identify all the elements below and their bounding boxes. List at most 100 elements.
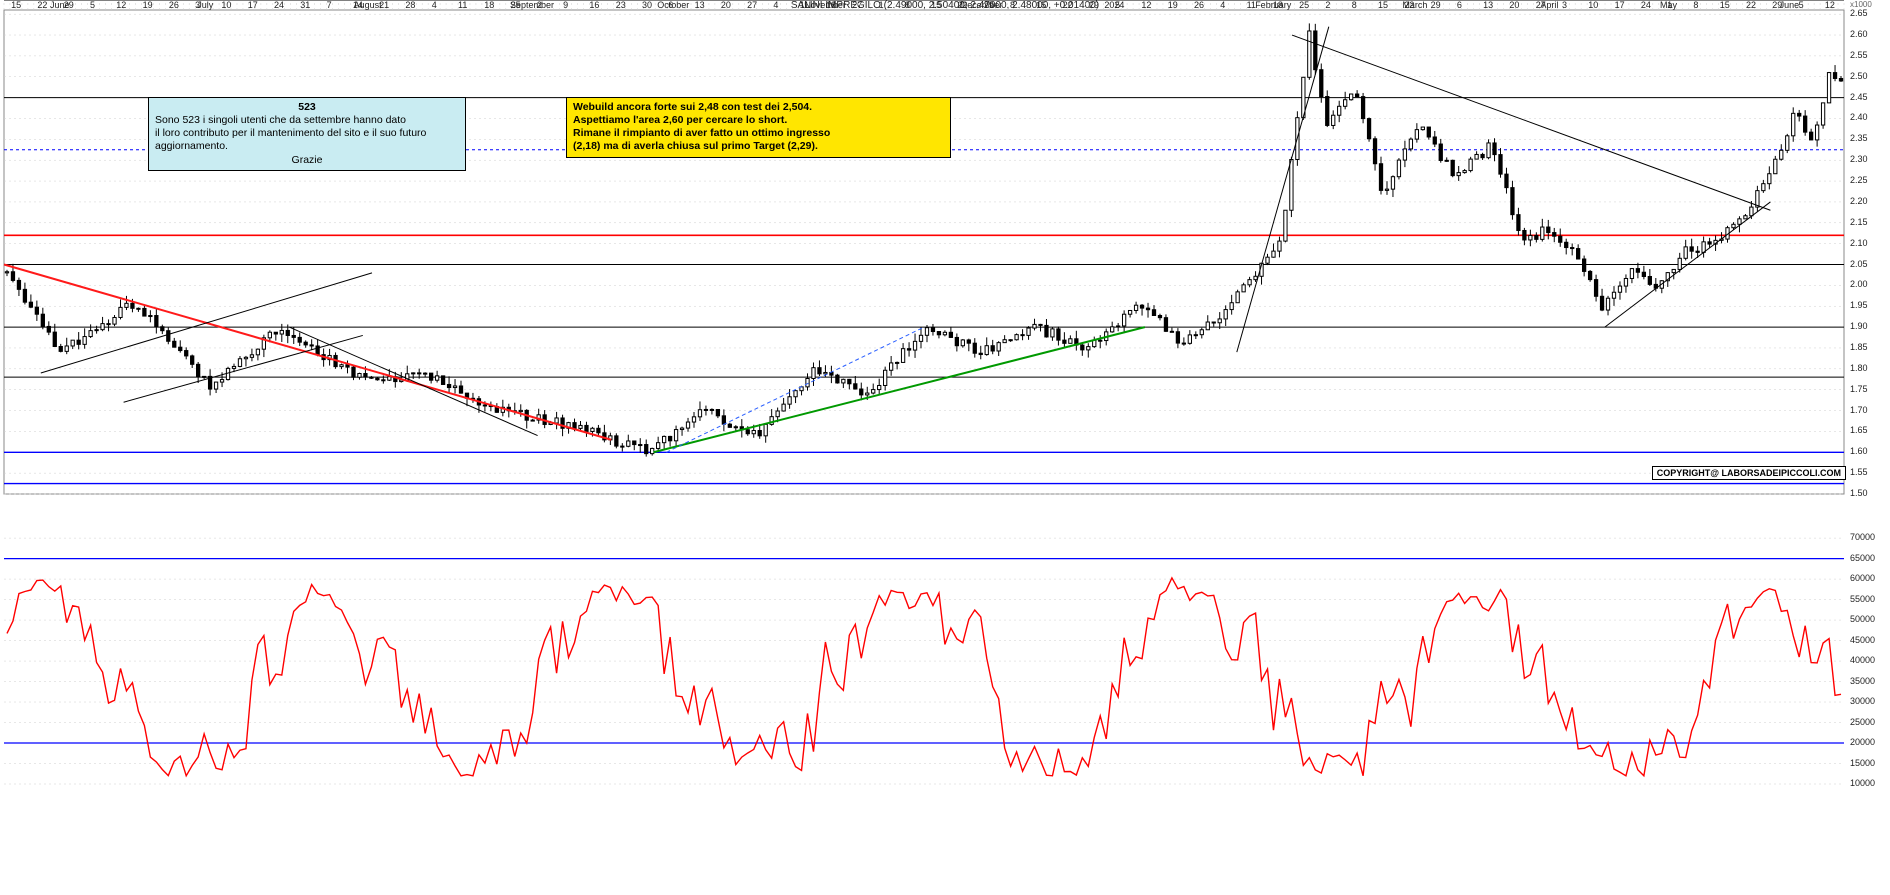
osc-tick: 60000 <box>1850 573 1875 583</box>
month-label: December <box>961 0 1003 10</box>
month-label: June <box>50 0 70 10</box>
price-tick: 1.55 <box>1850 467 1868 477</box>
price-tick: 1.85 <box>1850 342 1868 352</box>
day-tick: 15 <box>11 0 21 10</box>
month-label: September <box>510 0 554 10</box>
day-tick: 1 <box>879 0 884 10</box>
price-tick: 1.95 <box>1850 300 1868 310</box>
day-tick: 5 <box>90 0 95 10</box>
day-tick: 25 <box>1299 0 1309 10</box>
price-tick: 2.65 <box>1850 8 1868 18</box>
osc-tick: 45000 <box>1850 635 1875 645</box>
day-tick: 26 <box>169 0 179 10</box>
month-label: July <box>197 0 213 10</box>
price-tick: 1.80 <box>1850 363 1868 373</box>
osc-tick: 15000 <box>1850 758 1875 768</box>
day-tick: 3 <box>1562 0 1567 10</box>
price-tick: 1.90 <box>1850 321 1868 331</box>
price-tick: 1.50 <box>1850 488 1868 498</box>
month-label: October <box>657 0 689 10</box>
month-label: November <box>804 0 846 10</box>
day-tick: 9 <box>563 0 568 10</box>
price-tick: 2.45 <box>1850 92 1868 102</box>
copyright-label: COPYRIGHT@ LABORSADEIPICCOLI.COM <box>1652 466 1846 480</box>
day-tick: 15 <box>931 0 941 10</box>
day-tick: 4 <box>432 0 437 10</box>
day-tick: 28 <box>405 0 415 10</box>
day-tick: 23 <box>616 0 626 10</box>
day-tick: 6 <box>1457 0 1462 10</box>
price-tick: 1.60 <box>1850 446 1868 456</box>
day-tick: 4 <box>1220 0 1225 10</box>
osc-tick: 50000 <box>1850 614 1875 624</box>
day-tick: 10 <box>1588 0 1598 10</box>
osc-tick: 65000 <box>1850 553 1875 563</box>
day-tick: 29 <box>1431 0 1441 10</box>
day-tick: 27 <box>852 0 862 10</box>
day-tick: 7 <box>327 0 332 10</box>
osc-tick: 35000 <box>1850 676 1875 686</box>
osc-tick: 25000 <box>1850 717 1875 727</box>
osc-tick: 10000 <box>1850 778 1875 788</box>
month-label: March <box>1402 0 1427 10</box>
price-tick: 2.05 <box>1850 259 1868 269</box>
day-tick: 5 <box>1799 0 1804 10</box>
day-tick: 29 <box>1089 0 1099 10</box>
day-tick: 17 <box>1615 0 1625 10</box>
month-label: June <box>1780 0 1800 10</box>
day-tick: 8 <box>1693 0 1698 10</box>
price-tick: 2.30 <box>1850 154 1868 164</box>
price-tick: 2.15 <box>1850 217 1868 227</box>
osc-tick: 40000 <box>1850 655 1875 665</box>
price-tick: 2.25 <box>1850 175 1868 185</box>
price-tick: 2.50 <box>1850 71 1868 81</box>
day-tick: 8 <box>1352 0 1357 10</box>
day-tick: 11 <box>458 0 467 10</box>
price-tick: 2.00 <box>1850 279 1868 289</box>
day-tick: 20 <box>721 0 731 10</box>
day-tick: 15 <box>1036 0 1046 10</box>
month-label: August <box>354 0 382 10</box>
price-tick: 1.65 <box>1850 425 1868 435</box>
day-tick: 10 <box>221 0 231 10</box>
day-tick: 12 <box>116 0 126 10</box>
day-tick: 15 <box>1378 0 1388 10</box>
day-tick: 16 <box>589 0 599 10</box>
osc-tick: 55000 <box>1850 594 1875 604</box>
day-tick: 22 <box>1746 0 1756 10</box>
day-tick: 17 <box>248 0 258 10</box>
price-tick: 2.20 <box>1850 196 1868 206</box>
osc-tick: 20000 <box>1850 737 1875 747</box>
day-tick: 19 <box>143 0 153 10</box>
day-tick: 31 <box>300 0 310 10</box>
month-label: February <box>1255 0 1291 10</box>
price-tick: 2.55 <box>1850 50 1868 60</box>
day-tick: 24 <box>1641 0 1651 10</box>
day-tick: 12 <box>1825 0 1835 10</box>
info-box-blue: 523Sono 523 i singoli utenti che da sett… <box>148 97 466 171</box>
day-tick: 8 <box>905 0 910 10</box>
day-tick: 12 <box>1141 0 1151 10</box>
month-label: April <box>1540 0 1558 10</box>
day-tick: 4 <box>773 0 778 10</box>
month-label: 2024 <box>1104 0 1124 10</box>
price-tick: 2.10 <box>1850 238 1868 248</box>
day-tick: 8 <box>1010 0 1015 10</box>
osc-tick: 70000 <box>1850 532 1875 542</box>
day-tick: 27 <box>747 0 757 10</box>
day-tick: 30 <box>642 0 652 10</box>
price-tick: 2.40 <box>1850 112 1868 122</box>
day-tick: 13 <box>1483 0 1493 10</box>
info-box-yellow: Webuild ancora forte sui 2,48 con test d… <box>566 97 951 158</box>
day-tick: 19 <box>1168 0 1178 10</box>
osc-tick: 30000 <box>1850 696 1875 706</box>
day-tick: 15 <box>1720 0 1730 10</box>
day-tick: 26 <box>1194 0 1204 10</box>
price-tick: 1.75 <box>1850 384 1868 394</box>
price-tick: 2.35 <box>1850 133 1868 143</box>
month-label: May <box>1660 0 1677 10</box>
price-tick: 1.70 <box>1850 405 1868 415</box>
day-tick: 13 <box>695 0 705 10</box>
day-tick: 2 <box>1325 0 1330 10</box>
day-tick: 24 <box>274 0 284 10</box>
